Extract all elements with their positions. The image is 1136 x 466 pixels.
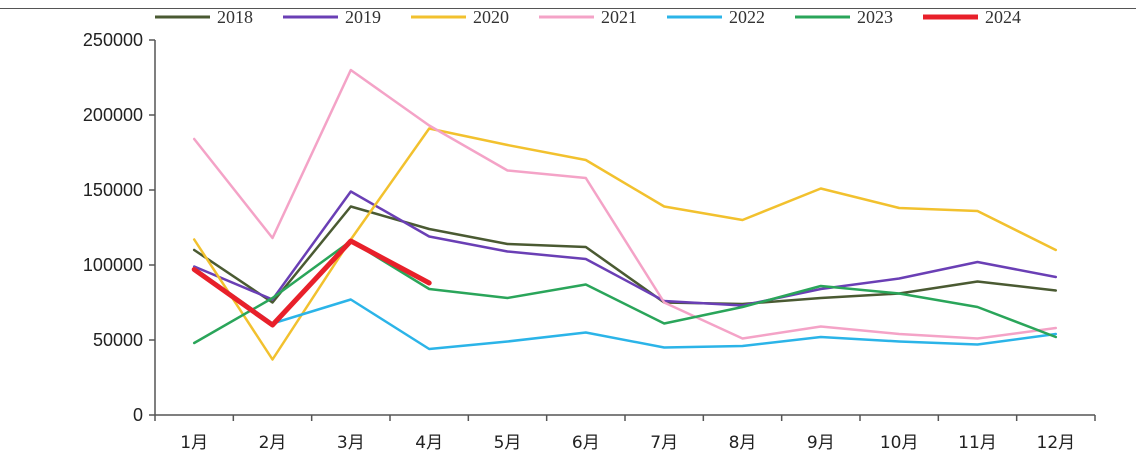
y-axis: 0 50000 100000 150000 200000 250000	[83, 30, 156, 425]
series-lines	[191, 68, 1058, 361]
x-tick-label: 6月	[572, 433, 600, 453]
x-tick-label: 9月	[807, 433, 835, 453]
legend-label-2020: 2020	[473, 7, 509, 27]
top-rule	[0, 8, 1136, 9]
legend-label-2022: 2022	[729, 7, 765, 27]
legend: 2018 2019 2020 2021 2022 2023 2024	[155, 7, 1021, 27]
x-tick-label: 7月	[650, 433, 678, 453]
x-tick-label: 5月	[494, 433, 522, 453]
x-tick-label: 4月	[415, 433, 443, 453]
y-tick-label: 200000	[83, 105, 143, 125]
x-axis: 1月 2月 3月 4月 5月 6月 7月 8月 9月 10月 11月 12月	[154, 414, 1096, 453]
x-tick-label: 10月	[880, 433, 919, 453]
x-tick-label: 3月	[337, 433, 365, 453]
series-line-2018	[192, 205, 1058, 306]
legend-label-2018: 2018	[217, 7, 253, 27]
x-tick-label: 1月	[180, 433, 208, 453]
legend-label-2023: 2023	[857, 7, 893, 27]
series-line-2019	[192, 190, 1058, 307]
x-tick-label: 8月	[729, 433, 757, 453]
legend-label-2019: 2019	[345, 7, 381, 27]
y-tick-label: 250000	[83, 30, 143, 50]
y-tick-label: 0	[133, 405, 143, 425]
x-tick-label: 2月	[259, 433, 287, 453]
legend-label-2021: 2021	[601, 7, 637, 27]
legend-label-2024: 2024	[985, 7, 1021, 27]
series-line-2020	[192, 127, 1058, 361]
series-line-2022	[192, 266, 1058, 351]
series-line-2024	[191, 238, 432, 328]
y-tick-label: 150000	[83, 180, 143, 200]
y-tick-label: 50000	[93, 330, 143, 350]
x-tick-label: 11月	[958, 433, 997, 453]
y-tick-label: 100000	[83, 255, 143, 275]
series-line-2021	[192, 68, 1058, 340]
series-line-2023	[192, 239, 1058, 345]
x-tick-label: 12月	[1037, 433, 1076, 453]
